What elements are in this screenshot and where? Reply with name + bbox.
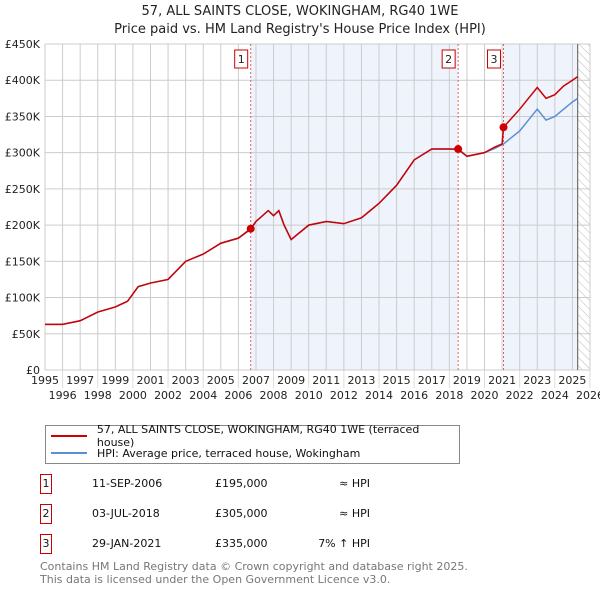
- sale-hpi-comparison: ≈ HPI: [339, 477, 370, 490]
- y-tick-label: £50K: [12, 328, 41, 341]
- y-tick-label: £400K: [5, 74, 41, 87]
- sale-number-box: [234, 49, 249, 69]
- sale-date: 03-JUL-2018: [92, 507, 160, 520]
- sale-number-label: 3: [491, 53, 498, 66]
- x-tick-label: 2025: [558, 374, 586, 387]
- y-tick-label: £100K: [5, 292, 41, 305]
- x-tick-label: 2015: [383, 374, 411, 387]
- sale-number-label: 2: [445, 53, 452, 66]
- x-tick-label: 2017: [418, 374, 446, 387]
- x-tick-label: 2003: [172, 374, 200, 387]
- y-tick-label: £250K: [5, 183, 41, 196]
- sale-date: 29-JAN-2021: [92, 537, 162, 550]
- x-tick-label: 2009: [277, 374, 305, 387]
- sale-hpi-comparison: ≈ HPI: [339, 507, 370, 520]
- legend-swatch-red: [51, 435, 87, 437]
- y-tick-label: £150K: [5, 255, 41, 268]
- x-tick-label: 1997: [66, 374, 94, 387]
- legend: 57, ALL SAINTS CLOSE, WOKINGHAM, RG40 1W…: [45, 423, 460, 464]
- sale-number-badge: 2: [40, 504, 52, 524]
- sale-number-badge: 1: [40, 474, 52, 494]
- x-tick-label: 2011: [312, 374, 340, 387]
- sale-date: 11-SEP-2006: [92, 477, 163, 490]
- forecast-hatch: [577, 44, 590, 370]
- sale-number-badge: 3: [40, 534, 52, 554]
- x-tick-label: 1996: [49, 389, 77, 402]
- price-chart: 1995 1996 1997 1998 1999 2000 2001 2002 2003 2004…: [5, 38, 600, 402]
- property-series-line: [45, 75, 579, 326]
- sale-number-box: [441, 49, 456, 69]
- x-tick-label: 2026: [576, 389, 600, 402]
- sale-point: [246, 224, 255, 233]
- x-tick-label: 2018: [435, 389, 463, 402]
- footer-copyright: Contains HM Land Registry data © Crown c…: [40, 560, 468, 573]
- x-tick-label: 1998: [84, 389, 112, 402]
- shaded-period-1: [250, 44, 459, 370]
- sale-number-label: 1: [238, 53, 245, 66]
- x-tick-label: 2008: [260, 389, 288, 402]
- legend-label: HPI: Average price, terraced house, Woki…: [97, 446, 361, 460]
- chart-title: 57, ALL SAINTS CLOSE, WOKINGHAM, RG40 1W…: [141, 4, 459, 19]
- legend-item-property: 57, ALL SAINTS CLOSE, WOKINGHAM, RG40 1W…: [51, 423, 459, 449]
- y-tick-label: £350K: [5, 110, 41, 123]
- footer: Contains HM Land Registry data © Crown c…: [40, 560, 468, 586]
- x-tick-label: 2007: [242, 374, 270, 387]
- x-tick-label: 2002: [154, 389, 182, 402]
- x-tick-label: 2001: [136, 374, 164, 387]
- sale-number-box: [487, 49, 502, 69]
- x-tick-label: 2021: [488, 374, 516, 387]
- x-tick-label: 2019: [453, 374, 481, 387]
- x-tick-label: 2023: [523, 374, 551, 387]
- y-tick-label: £200K: [5, 219, 41, 232]
- x-tick-label: 2022: [506, 389, 534, 402]
- chart-subtitle: Price paid vs. HM Land Registry's House …: [114, 22, 486, 37]
- legend-swatch-blue: [51, 452, 87, 454]
- x-tick-label: 2006: [224, 389, 252, 402]
- x-tick-label: 2020: [471, 389, 499, 402]
- x-tick-label: 2010: [295, 389, 323, 402]
- sale-price: £335,000: [215, 537, 268, 550]
- x-tick-label: 2012: [330, 389, 358, 402]
- y-tick-label: £450K: [5, 38, 41, 51]
- y-tick-label: £0: [26, 364, 40, 377]
- sale-point: [454, 145, 463, 154]
- x-tick-label: 2013: [347, 374, 375, 387]
- legend-item-hpi: HPI: Average price, terraced house, Woki…: [51, 446, 360, 460]
- footer-licence: This data is licensed under the Open Gov…: [40, 573, 391, 586]
- sale-price: £305,000: [215, 507, 268, 520]
- sale-hpi-comparison: 7% ↑ HPI: [318, 537, 370, 550]
- x-tick-label: 2000: [119, 389, 147, 402]
- x-tick-label: 1999: [101, 374, 129, 387]
- sale-point: [499, 123, 508, 132]
- x-tick-label: 1995: [31, 374, 59, 387]
- x-tick-label: 2004: [189, 389, 217, 402]
- x-tick-label: 2024: [541, 389, 569, 402]
- x-tick-label: 2005: [207, 374, 235, 387]
- y-tick-label: £300K: [5, 147, 41, 160]
- x-tick-label: 2014: [365, 389, 393, 402]
- x-tick-label: 2016: [400, 389, 428, 402]
- sale-price: £195,000: [215, 477, 268, 490]
- shaded-period-3: [503, 44, 578, 370]
- legend-label: 57, ALL SAINTS CLOSE, WOKINGHAM, RG40 1W…: [96, 423, 420, 449]
